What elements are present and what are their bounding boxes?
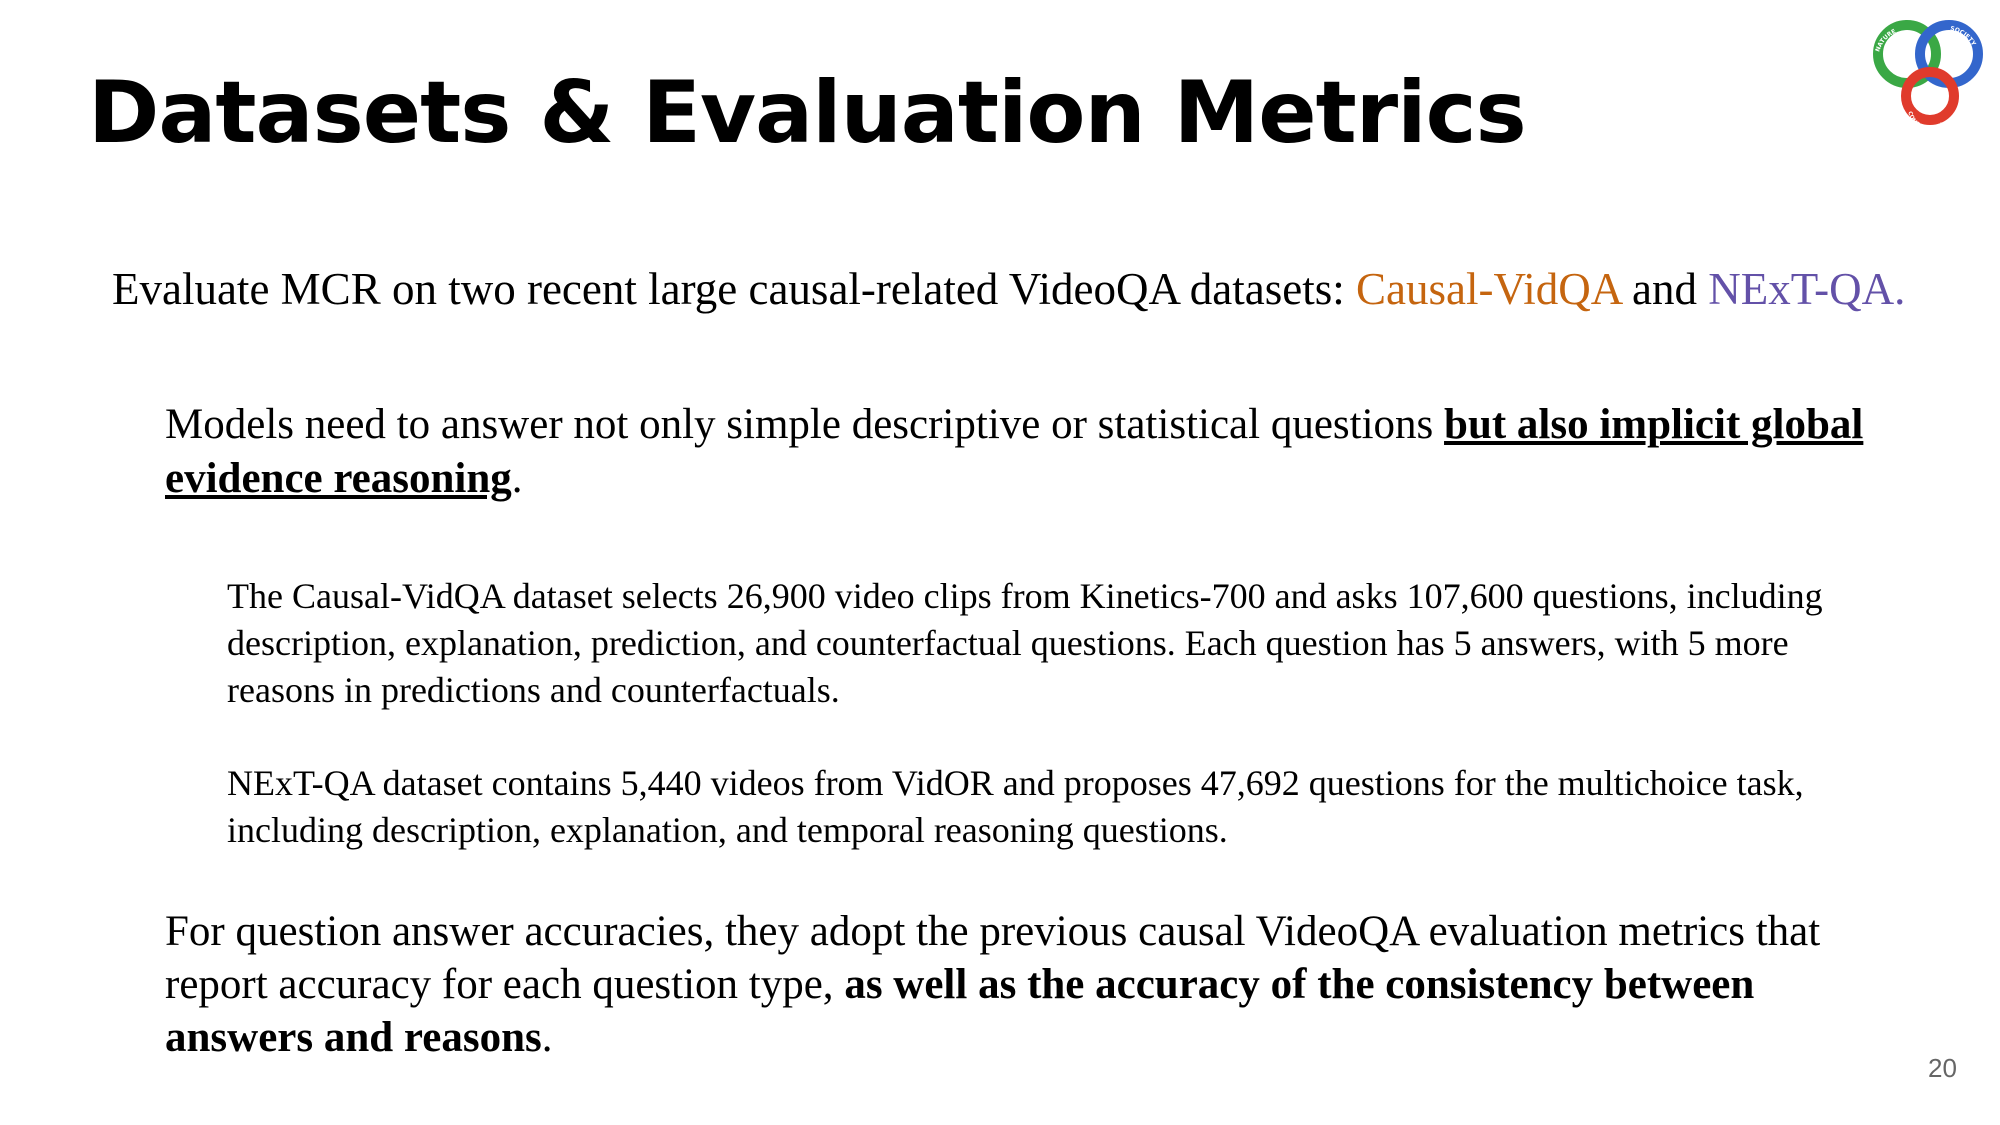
evaluation-metrics-paragraph: For question answer accuracies, they ado…	[165, 905, 1865, 1064]
next-qa-description: NExT-QA dataset contains 5,440 videos fr…	[227, 763, 1804, 850]
lead-and: and	[1620, 264, 1709, 314]
reasoning-end: .	[511, 455, 523, 502]
nature-society-computation-logo-icon: NATURE SOCIETY COMPUTATION	[1858, 8, 1998, 134]
metrics-text: For question answer accuracies, they ado…	[165, 908, 1821, 1008]
metrics-end: .	[541, 1014, 553, 1061]
causal-vidqa-description: The Causal-VidQA dataset selects 26,900 …	[227, 576, 1823, 710]
metrics-emphasis: as well as the accuracy of the consisten…	[165, 961, 1755, 1061]
slide-title: Datasets & Evaluation Metrics	[88, 63, 1527, 163]
lead-sentence: Evaluate MCR on two recent large causal-…	[112, 262, 1905, 316]
reasoning-text: Models need to answer not only simple de…	[165, 401, 1445, 448]
dataset-next-qa: NExT-QA.	[1708, 264, 1906, 314]
page-number: 20	[1928, 1053, 1957, 1083]
lead-text: Evaluate MCR on two recent large causal-…	[112, 264, 1356, 314]
reasoning-emphasis: but also implicit global evidence reason…	[165, 401, 1864, 502]
dataset-causal-vidqa: Causal-VidQA	[1355, 264, 1621, 314]
reasoning-requirement-paragraph: Models need to answer not only simple de…	[165, 398, 1865, 506]
